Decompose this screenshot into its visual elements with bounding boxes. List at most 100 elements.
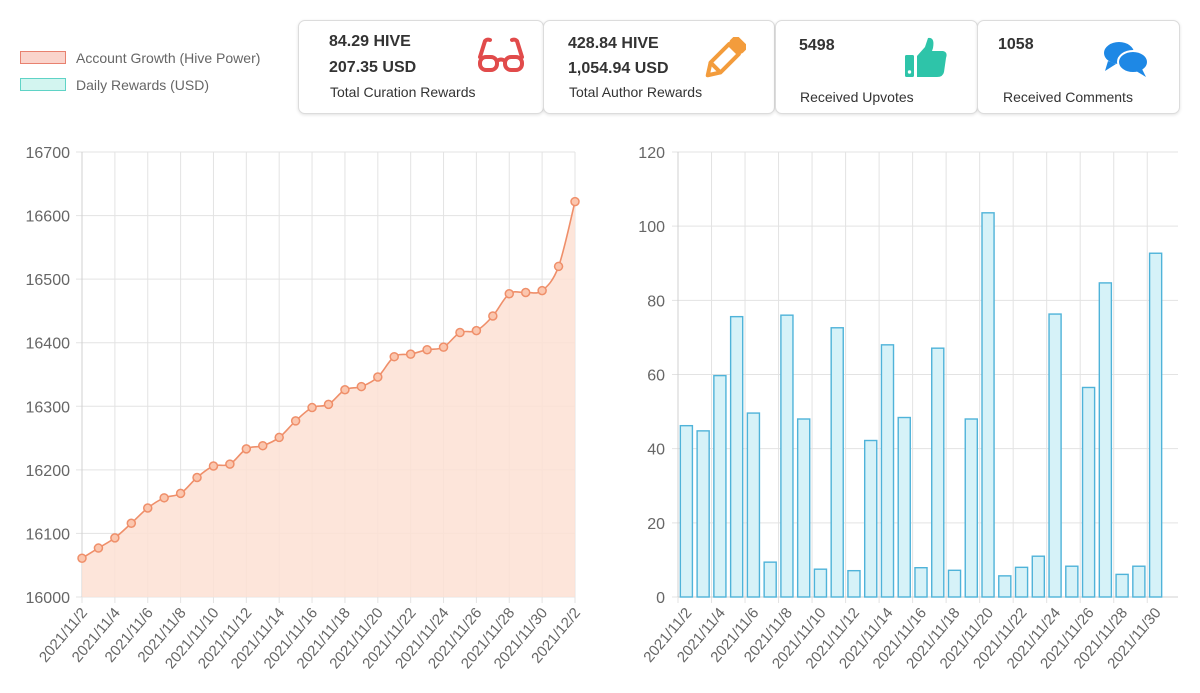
line-point-2021-11-21[interactable]	[389, 351, 399, 362]
chart-legend: Account Growth (Hive Power) Daily Reward…	[20, 44, 260, 98]
line-point-2021-11-13[interactable]	[258, 440, 268, 451]
comments-icon	[1102, 40, 1149, 77]
account-growth-points	[77, 196, 580, 563]
bar-2021-11-24[interactable]	[1048, 313, 1062, 598]
line-chart-y-tick-labels: 16000 16100 16200 16300 16400 16500 16600 16700	[26, 145, 71, 607]
line-point-2021-11-4[interactable]	[110, 533, 120, 543]
line-point-2021-11-28[interactable]	[504, 289, 515, 299]
account-growth-area	[82, 201, 575, 597]
legend-item-daily-rewards[interactable]: Daily Rewards (USD)	[20, 71, 260, 98]
bar-y-tick-20: 20	[647, 516, 665, 533]
line-point-2021-11-10[interactable]	[208, 461, 219, 471]
line-point-2021-11-11[interactable]	[225, 459, 235, 469]
line-point-2021-11-12[interactable]	[241, 444, 252, 454]
bar-2021-11-21[interactable]	[998, 575, 1012, 598]
line-point-2021-11-6[interactable]	[142, 503, 153, 513]
line-y-tick-16200: 16200	[26, 463, 71, 480]
line-chart-x-tick-labels: 2021/11/22021/11/42021/11/62021/11/82021…	[36, 605, 584, 673]
bar-2021-11-20[interactable]	[981, 212, 995, 598]
upvotes-card: 5498 Received Upvotes	[775, 20, 978, 114]
curation-hive-value: 84.29 HIVE	[329, 33, 411, 50]
account-growth-chart: 16000 16100 16200 16300 16400 16500 16600 16700…	[26, 145, 585, 673]
bar-2021-11-2[interactable]	[679, 424, 694, 598]
daily-rewards-chart: 0 20 40 60 80 100 120 2021/11/22021/11/42021/1…	[638, 145, 1178, 673]
bar-2021-11-25[interactable]	[1065, 565, 1079, 598]
comments-label: Received Comments	[1003, 89, 1133, 105]
thumbs-up-icon	[905, 37, 947, 77]
bar-y-tick-100: 100	[638, 219, 665, 236]
bar-2021-11-8[interactable]	[780, 314, 794, 598]
line-point-2021-11-17[interactable]	[323, 399, 334, 410]
line-point-2021-11-14[interactable]	[274, 432, 284, 443]
comments-value: 1058	[998, 36, 1034, 53]
daily-rewards-bars	[679, 212, 1163, 598]
line-y-tick-16500: 16500	[26, 272, 71, 289]
bar-2021-11-6[interactable]	[746, 412, 761, 598]
bar-y-tick-0: 0	[656, 590, 665, 607]
line-point-2021-11-8[interactable]	[175, 488, 186, 499]
legend-swatch-daily-rewards	[20, 78, 66, 91]
author-hive-value: 428.84 HIVE	[568, 35, 659, 52]
bar-chart-x-tick-labels: 2021/11/22021/11/42021/11/62021/11/82021…	[640, 605, 1164, 673]
bar-2021-11-7[interactable]	[763, 561, 777, 598]
legend-label-account-growth: Account Growth (Hive Power)	[76, 49, 261, 66]
bar-2021-11-28[interactable]	[1115, 573, 1129, 598]
line-point-2021-11-7[interactable]	[159, 493, 169, 503]
bar-2021-11-3[interactable]	[696, 430, 710, 598]
legend-swatch-account-growth	[20, 51, 66, 64]
bar-2021-11-26[interactable]	[1081, 386, 1096, 598]
line-y-tick-16300: 16300	[26, 399, 71, 416]
bar-2021-11-9[interactable]	[796, 418, 811, 598]
bar-2021-11-13[interactable]	[863, 439, 878, 598]
glasses-icon	[478, 37, 524, 72]
line-point-2021-12-1[interactable]	[553, 261, 564, 272]
bar-2021-11-14[interactable]	[880, 344, 895, 598]
bar-2021-11-12[interactable]	[847, 569, 861, 598]
upvotes-label: Received Upvotes	[800, 89, 914, 105]
line-point-2021-11-15[interactable]	[290, 416, 301, 426]
legend-item-account-growth[interactable]: Account Growth (Hive Power)	[20, 44, 260, 71]
bar-2021-11-11[interactable]	[830, 327, 844, 598]
curation-rewards-card: 84.29 HIVE 207.35 USD Total Curation Rew…	[298, 20, 544, 114]
comments-card: 1058 Received Comments	[977, 20, 1180, 114]
bar-2021-11-18[interactable]	[947, 569, 962, 598]
line-point-2021-11-19[interactable]	[356, 381, 367, 392]
line-point-2021-11-23[interactable]	[422, 344, 432, 355]
line-point-2021-11-29[interactable]	[520, 287, 531, 298]
line-point-2021-11-3[interactable]	[93, 543, 104, 553]
bar-2021-11-22[interactable]	[1014, 566, 1029, 598]
line-point-2021-11-27[interactable]	[488, 311, 498, 321]
bar-2021-11-5[interactable]	[729, 315, 744, 598]
author-rewards-card: 428.84 HIVE 1,054.94 USD Total Author Re…	[543, 20, 775, 114]
line-y-tick-16000: 16000	[26, 590, 71, 607]
bar-y-tick-120: 120	[638, 145, 665, 162]
line-point-2021-12-2[interactable]	[570, 196, 580, 207]
line-point-2021-11-22[interactable]	[405, 349, 416, 359]
bar-2021-11-10[interactable]	[813, 568, 828, 598]
bar-2021-11-29[interactable]	[1132, 565, 1146, 598]
bar-2021-11-19[interactable]	[964, 418, 979, 598]
bar-2021-11-27[interactable]	[1098, 282, 1113, 598]
bar-y-tick-40: 40	[647, 442, 665, 459]
bar-2021-11-16[interactable]	[914, 567, 928, 598]
bar-2021-11-15[interactable]	[897, 416, 911, 598]
line-point-2021-11-26[interactable]	[471, 325, 482, 336]
line-point-2021-11-25[interactable]	[455, 327, 465, 338]
line-point-2021-11-9[interactable]	[192, 472, 202, 483]
line-y-tick-16600: 16600	[26, 209, 71, 226]
bar-2021-11-30[interactable]	[1148, 252, 1163, 598]
line-point-2021-11-20[interactable]	[373, 372, 383, 382]
line-point-2021-11-16[interactable]	[307, 402, 317, 413]
bar-2021-11-17[interactable]	[931, 347, 945, 598]
line-point-2021-11-30[interactable]	[537, 285, 547, 296]
bar-2021-11-23[interactable]	[1031, 555, 1046, 598]
line-point-2021-11-24[interactable]	[438, 342, 449, 352]
line-point-2021-11-2[interactable]	[77, 553, 87, 563]
line-point-2021-11-18[interactable]	[340, 385, 350, 395]
line-y-tick-16400: 16400	[26, 336, 71, 353]
bar-2021-11-4[interactable]	[713, 374, 727, 598]
line-point-2021-11-5[interactable]	[126, 518, 137, 529]
curation-usd-value: 207.35 USD	[329, 59, 417, 76]
curation-rewards-label: Total Curation Rewards	[330, 84, 476, 100]
line-y-tick-16100: 16100	[26, 526, 71, 543]
